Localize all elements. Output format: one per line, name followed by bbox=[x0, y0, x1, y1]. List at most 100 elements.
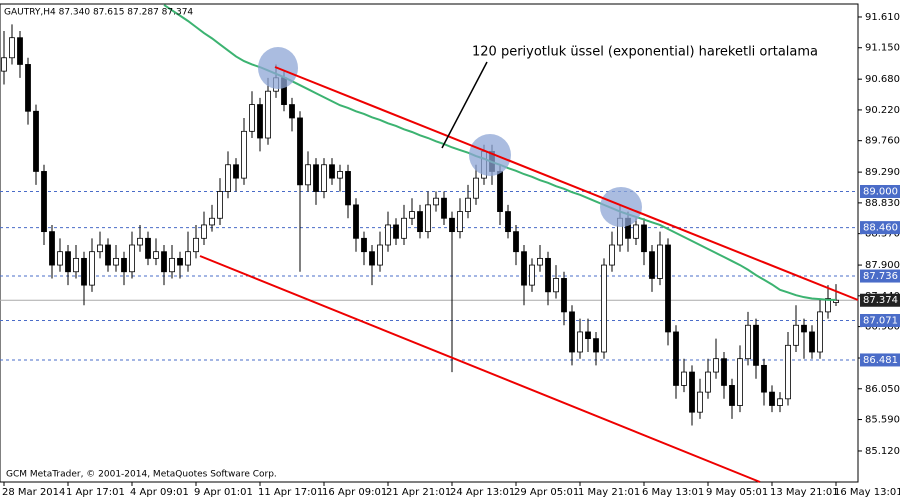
candle-body bbox=[457, 211, 463, 233]
x-tick-label: 16 May 13:01 bbox=[834, 487, 900, 498]
candle-body bbox=[33, 110, 39, 172]
candle-body bbox=[89, 251, 95, 286]
candle-body bbox=[793, 324, 799, 346]
candle-body bbox=[705, 371, 711, 393]
candle-body bbox=[177, 257, 183, 266]
level-label-box bbox=[860, 314, 900, 328]
level-label-box bbox=[860, 353, 900, 367]
candle-body bbox=[217, 191, 223, 219]
footer: GCM MetaTrader, © 2001-2014, MetaQuotes … bbox=[6, 470, 277, 480]
candle-body bbox=[633, 224, 639, 239]
candle-body bbox=[657, 244, 663, 279]
candle-body bbox=[121, 257, 127, 273]
candle-body bbox=[729, 385, 735, 406]
candle-body bbox=[113, 257, 119, 266]
y-tick-label: 85.120 bbox=[865, 446, 900, 457]
candle-body bbox=[737, 358, 743, 406]
trend-line bbox=[274, 66, 859, 301]
candle-body bbox=[241, 130, 247, 179]
level-label-box bbox=[860, 221, 900, 235]
level-label-box bbox=[860, 185, 900, 199]
x-tick-label: 21 Apr 21:01 bbox=[386, 487, 451, 498]
candle-body bbox=[81, 257, 87, 286]
candle-body bbox=[601, 264, 607, 353]
y-tick-label: 91.150 bbox=[865, 43, 900, 54]
candle-body bbox=[465, 197, 471, 212]
candle-body bbox=[201, 224, 207, 239]
candle-body bbox=[665, 244, 671, 333]
highlight-ellipse bbox=[469, 134, 511, 176]
y-tick-label: 89.290 bbox=[865, 167, 900, 178]
plot-frame bbox=[0, 3, 859, 483]
candle-body bbox=[761, 364, 767, 393]
x-tick-label: 28 Mar 2014 bbox=[2, 487, 65, 498]
y-tick-label: 85.590 bbox=[865, 415, 900, 426]
chart-title: GAUTRY,H4 87.340 87.615 87.287 87.374 bbox=[4, 8, 193, 18]
candle-body bbox=[145, 237, 151, 259]
candle-body bbox=[425, 204, 431, 233]
candle-body bbox=[545, 257, 551, 293]
candle-body bbox=[745, 324, 751, 360]
candle-body bbox=[361, 237, 367, 253]
candle-body bbox=[649, 251, 655, 279]
candle-body bbox=[57, 251, 63, 266]
y-tick-label: 86.980 bbox=[865, 322, 900, 333]
candle-body bbox=[585, 331, 591, 340]
x-tick-label: 4 Apr 09:01 bbox=[130, 487, 189, 498]
candle-body bbox=[345, 171, 351, 206]
candle-body bbox=[321, 164, 327, 192]
candle-body bbox=[433, 197, 439, 206]
y-tick-label: 86.050 bbox=[865, 384, 900, 395]
candle-body bbox=[337, 171, 343, 179]
candle-body bbox=[9, 37, 15, 59]
candle-body bbox=[65, 251, 71, 273]
candle-body bbox=[553, 278, 559, 293]
level-label: 87.071 bbox=[863, 316, 898, 327]
candle-body bbox=[393, 224, 399, 239]
candle-body bbox=[369, 251, 375, 266]
x-tick-label: 1 Apr 17:01 bbox=[66, 487, 125, 498]
candle-body bbox=[569, 311, 575, 353]
annotation: 120 periyotluk üssel (exponential) harek… bbox=[472, 45, 818, 60]
candle-body bbox=[753, 324, 759, 366]
candle-body bbox=[721, 358, 727, 386]
candle-body bbox=[713, 358, 719, 373]
candle-body bbox=[225, 164, 231, 192]
candle-body bbox=[417, 211, 423, 233]
candle-body bbox=[17, 37, 23, 65]
candle-body bbox=[401, 217, 407, 239]
candle-body bbox=[505, 211, 511, 233]
candle-body bbox=[593, 338, 599, 353]
candle-body bbox=[353, 204, 359, 239]
y-tick-label: 90.680 bbox=[865, 74, 900, 85]
candle-body bbox=[769, 391, 775, 406]
candle-body bbox=[641, 224, 647, 253]
x-tick-label: 24 Apr 13:01 bbox=[450, 487, 515, 498]
level-label-box bbox=[860, 269, 900, 283]
x-tick-label: 29 Apr 05:01 bbox=[514, 487, 579, 498]
x-tick-label: 9 May 05:01 bbox=[706, 487, 768, 498]
candle-body bbox=[497, 171, 503, 212]
y-tick-label: 87.900 bbox=[865, 260, 900, 271]
x-tick-label: 11 Apr 17:01 bbox=[258, 487, 323, 498]
candle-body bbox=[193, 237, 199, 253]
candle-body bbox=[249, 104, 255, 132]
candle-body bbox=[513, 231, 519, 253]
x-tick-label: 6 May 13:01 bbox=[642, 487, 704, 498]
level-label: 88.460 bbox=[863, 223, 898, 234]
last-price-box bbox=[860, 293, 900, 307]
highlight-ellipse bbox=[600, 187, 642, 227]
y-tick-label: 90.220 bbox=[865, 105, 900, 116]
candle-body bbox=[529, 264, 535, 286]
candle-body bbox=[785, 344, 791, 400]
candle-body bbox=[105, 244, 111, 266]
candle-body bbox=[825, 298, 831, 313]
level-label: 87.736 bbox=[863, 271, 898, 282]
candle-body bbox=[153, 251, 159, 259]
candle-body bbox=[129, 244, 135, 273]
candle-body bbox=[1, 57, 7, 72]
level-label: 86.481 bbox=[863, 355, 898, 366]
candle-body bbox=[809, 331, 815, 353]
candle-body bbox=[257, 104, 263, 139]
